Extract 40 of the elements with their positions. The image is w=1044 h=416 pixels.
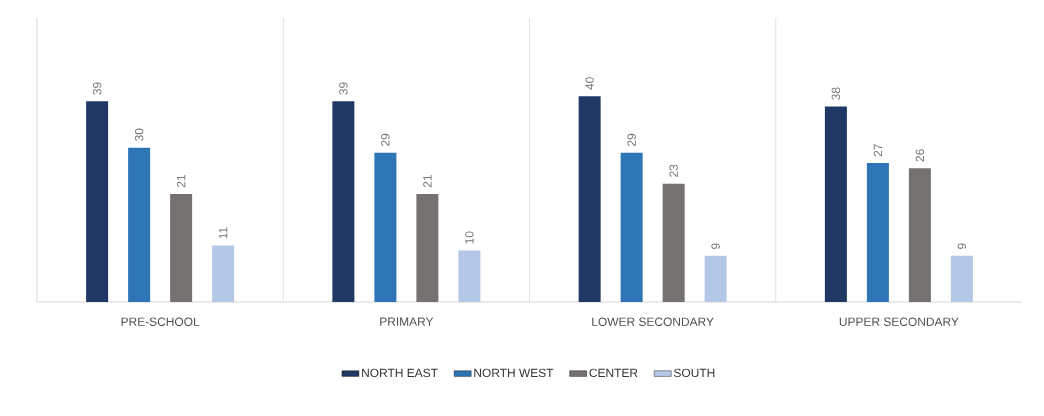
bar (458, 250, 481, 302)
bar (374, 152, 397, 302)
bar (908, 168, 931, 302)
bar (704, 255, 727, 302)
data-label: 29 (627, 133, 636, 146)
x-tick-label: UPPER SECONDARY (839, 317, 959, 326)
bar (866, 163, 889, 302)
bar (662, 183, 685, 302)
legend-label: SOUTH (673, 368, 715, 378)
bar (578, 96, 601, 302)
data-label: 9 (957, 243, 967, 249)
x-tick-label: PRE-SCHOOL (121, 317, 200, 326)
bar (212, 245, 235, 302)
data-label: 10 (465, 231, 474, 244)
legend-label: NORTH WEST (474, 368, 554, 378)
data-label: 30 (134, 128, 144, 141)
data-label: 11 (219, 227, 228, 239)
x-tick-label: PRIMARY (380, 317, 434, 326)
bar (824, 106, 847, 302)
data-label: 40 (585, 77, 594, 90)
data-label: 39 (339, 82, 348, 95)
data-label: 29 (381, 133, 390, 146)
data-label: 23 (669, 164, 678, 177)
data-label: 39 (92, 82, 102, 95)
bar (128, 147, 151, 302)
legend-label: NORTH EAST (362, 368, 438, 378)
legend-label: CENTER (589, 368, 638, 378)
bar (416, 193, 439, 302)
data-label: 38 (831, 87, 841, 100)
bar (620, 152, 643, 302)
bar (86, 101, 109, 302)
data-label: 27 (873, 144, 883, 157)
bar (950, 255, 973, 302)
bar (170, 193, 193, 302)
bar (332, 101, 355, 302)
data-label: 9 (711, 243, 720, 249)
data-label: 26 (915, 149, 925, 162)
data-label: 21 (176, 175, 186, 188)
x-tick-label: LOWER SECONDARY (592, 317, 714, 326)
data-label: 21 (423, 175, 432, 188)
